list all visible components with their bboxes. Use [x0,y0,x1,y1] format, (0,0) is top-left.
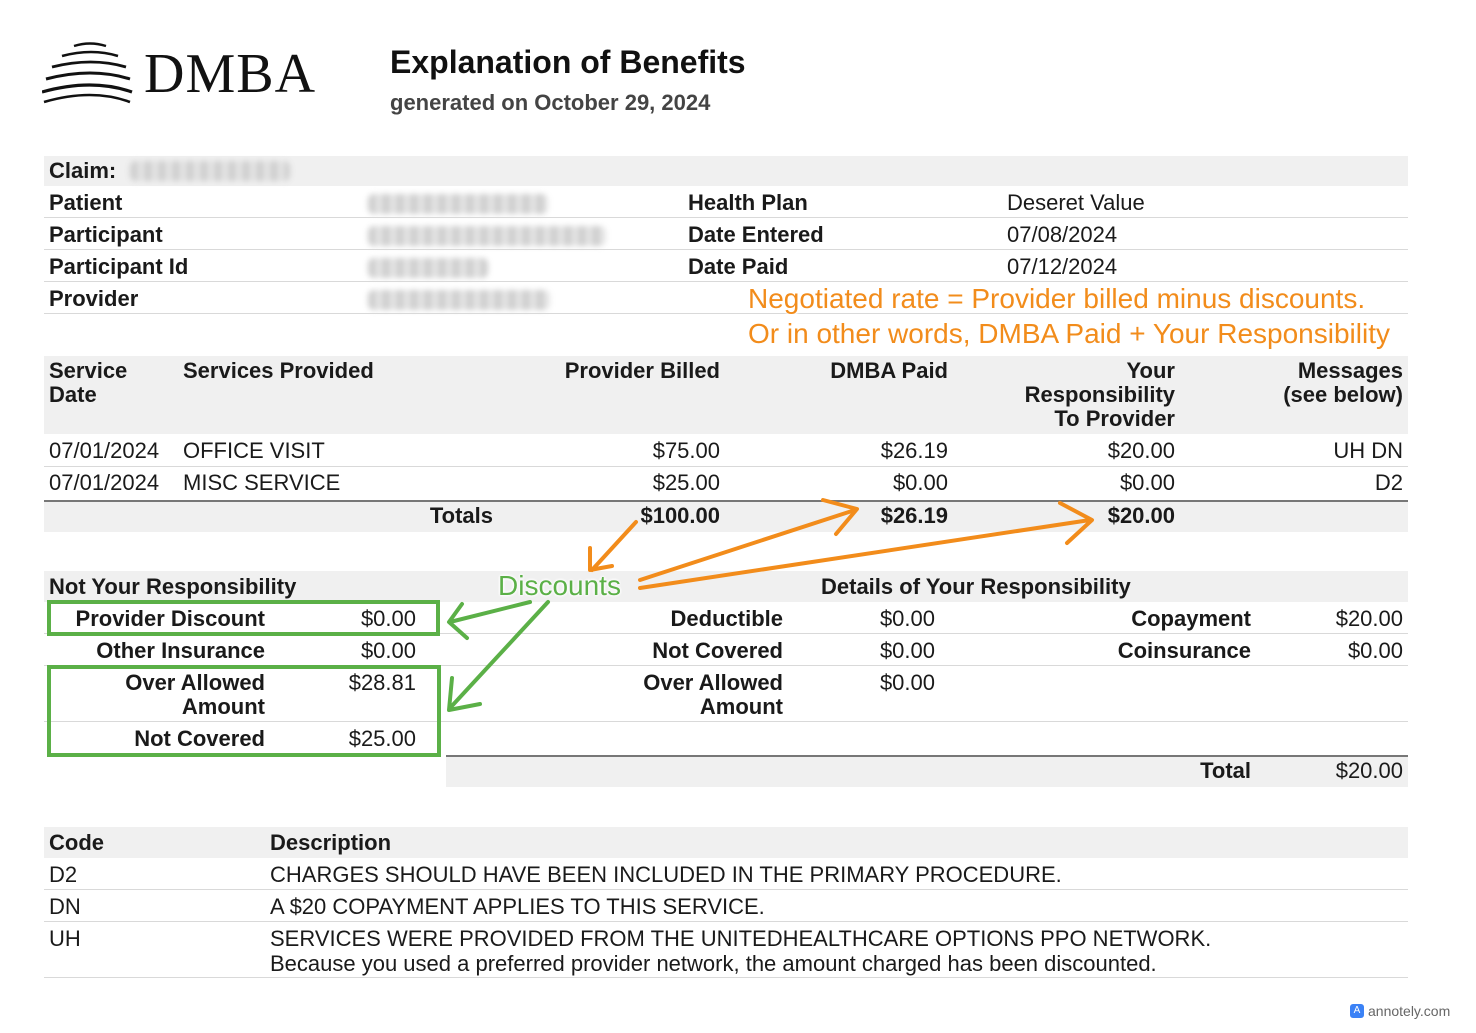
arrow-to-over-allowed-icon [448,600,550,710]
redacted-claim-number [130,161,290,181]
row-messages: D2 [1374,470,1403,495]
arrow-to-provider-discount-icon [448,600,532,624]
health-plan-value: Deseret Value [1007,190,1145,215]
details-of-responsibility-heading: Details of Your Responsibility [821,574,1131,599]
discounts-label: Discounts [498,570,621,601]
provider-discount-value: $0.00 [360,606,416,631]
row-paid: $0.00 [892,470,948,495]
arrow-to-responsibility-icon [638,518,1092,590]
description-cell: SERVICES WERE PROVIDED FROM THE UNITEDHE… [270,926,1212,951]
page-title: Explanation of Benefits [390,44,746,80]
services-header-bar [44,356,1408,434]
redacted-participant [368,226,606,246]
copayment-label: Copayment [1131,606,1251,631]
code-header: Code [49,830,104,855]
watermark-text: annotely.com [1368,1003,1451,1019]
responsibility-total-bar [446,755,1408,787]
row-responsibility: $0.00 [1119,470,1175,495]
description-cell: A $20 COPAYMENT APPLIES TO THIS SERVICE. [270,894,765,919]
code-cell: D2 [49,862,78,887]
row-date: 07/01/2024 [49,438,160,463]
other-insurance-value: $0.00 [360,638,416,663]
description-header: Description [270,830,392,855]
total-label: Total [1200,758,1251,783]
description-cell: CHARGES SHOULD HAVE BEEN INCLUDED IN THE… [270,862,1062,887]
description-extra: Because you used a preferred provider ne… [270,951,1157,976]
totals-bar [44,500,1408,532]
health-plan-label: Health Plan [688,190,808,215]
arrow-to-billed-icon [590,520,638,572]
not-covered-value: $25.00 [348,726,416,751]
your-responsibility-header: Your Responsibility To Provider [1024,358,1175,431]
over-allowed-value: $28.81 [348,670,416,695]
totals-responsibility: $20.00 [1107,503,1175,528]
redacted-participant-id [368,258,488,278]
negotiated-rate-note-line2: Or in other words, DMBA Paid + Your Resp… [748,318,1390,349]
date-paid-label: Date Paid [688,254,789,279]
row-billed: $75.00 [652,438,720,463]
total-value: $20.00 [1335,758,1403,783]
date-entered-label: Date Entered [688,222,824,247]
row-billed: $25.00 [652,470,720,495]
service-date-header: Service Date [49,358,128,407]
redacted-patient [368,194,548,214]
dmba-paid-header: DMBA Paid [830,358,948,383]
row-service: MISC SERVICE [183,470,341,495]
row-responsibility: $20.00 [1107,438,1175,463]
page-subtitle: generated on October 29, 2024 [390,90,711,115]
coinsurance-value: $0.00 [1347,638,1403,663]
participant-id-label: Participant Id [49,254,189,279]
provider-discount-label: Provider Discount [75,606,265,631]
code-cell: DN [49,894,81,919]
codes-header-bar [44,827,1408,858]
dmba-wave-icon [42,42,133,104]
deductible-label: Deductible [670,606,783,631]
code-cell: UH [49,926,81,951]
not-your-responsibility-heading: Not Your Responsibility [49,574,297,599]
logo-text: DMBA [144,43,317,105]
over-allowed-highlight-box [47,665,441,757]
date-entered-value: 07/08/2024 [1007,222,1118,247]
coinsurance-label: Coinsurance [1117,638,1251,663]
negotiated-rate-note-line1: Negotiated rate = Provider billed minus … [748,283,1366,314]
other-insurance-label: Other Insurance [96,638,265,663]
annotely-watermark: A annotely.com [1350,1003,1450,1019]
services-provided-header: Services Provided [183,358,374,383]
over-allowed-label: Over Allowed Amount [125,670,265,719]
date-paid-value: 07/12/2024 [1007,254,1118,279]
totals-label: Totals [429,503,493,528]
row-paid: $26.19 [880,438,948,463]
row-date: 07/01/2024 [49,470,160,495]
copayment-value: $20.00 [1335,606,1403,631]
annotely-logo-icon: A [1350,1004,1364,1018]
provider-discount-highlight-box [47,600,440,636]
arrow-to-paid-icon [638,508,857,582]
patient-label: Patient [49,190,123,215]
your-not-covered-value: $0.00 [879,638,935,663]
totals-paid: $26.19 [880,503,948,528]
totals-billed: $100.00 [640,503,720,528]
your-over-allowed-label: Over Allowed Amount [643,670,783,719]
provider-billed-header: Provider Billed [564,358,720,383]
provider-label: Provider [49,286,139,311]
messages-header: Messages (see below) [1283,358,1403,407]
your-not-covered-label: Not Covered [652,638,783,663]
row-messages: UH DN [1333,438,1403,463]
row-service: OFFICE VISIT [183,438,325,463]
not-covered-label: Not Covered [134,726,265,751]
your-over-allowed-value: $0.00 [879,670,935,695]
participant-label: Participant [49,222,163,247]
claim-label: Claim: [49,158,117,183]
dmba-logo: DMBA [42,40,342,110]
redacted-provider [368,290,550,310]
deductible-value: $0.00 [879,606,935,631]
